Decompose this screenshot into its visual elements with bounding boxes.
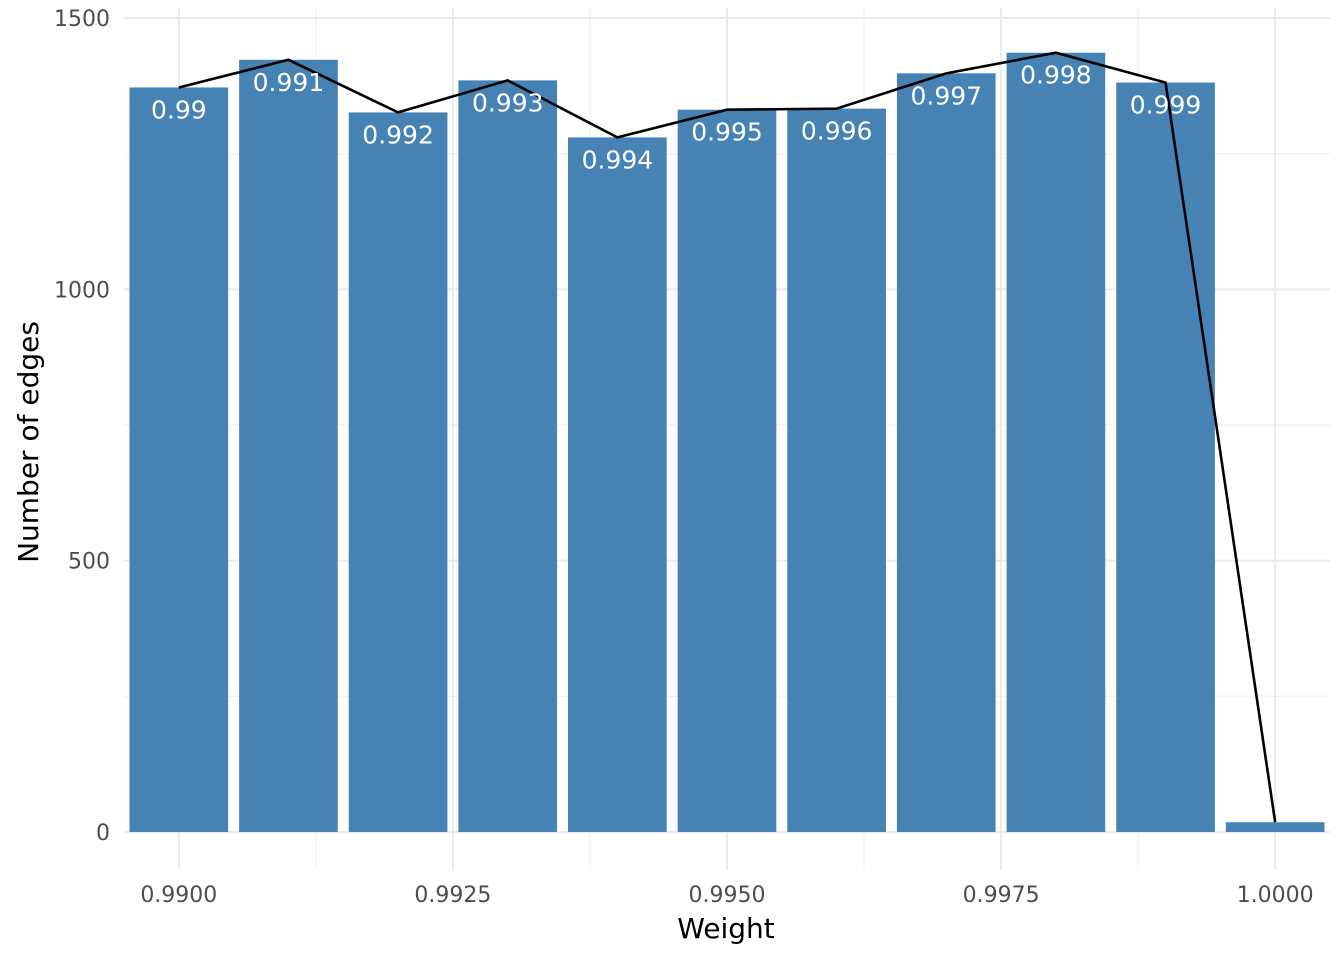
bar xyxy=(677,109,777,832)
bar-value-label: 0.995 xyxy=(691,118,763,147)
x-tick-label: 0.9900 xyxy=(140,883,217,908)
x-axis-title: Weight xyxy=(677,912,775,945)
trend-line xyxy=(178,51,1277,823)
y-tick-label: 1500 xyxy=(54,7,110,32)
bar-value-label: 0.99 xyxy=(151,95,207,124)
bar xyxy=(787,108,886,832)
bar xyxy=(1225,822,1325,832)
bar xyxy=(348,112,448,832)
y-tick-label: 500 xyxy=(68,550,110,575)
bar xyxy=(1116,82,1215,832)
bar xyxy=(896,73,996,833)
x-tick-label: 1.0000 xyxy=(1237,883,1314,908)
y-tick-label: 1000 xyxy=(54,278,110,303)
x-tick-label: 0.9950 xyxy=(689,883,766,908)
bar xyxy=(129,87,229,833)
bar-value-label: 0.992 xyxy=(362,120,434,149)
bar xyxy=(458,80,558,832)
y-tick-label: 0 xyxy=(96,821,110,846)
bar-value-label: 0.993 xyxy=(472,88,544,117)
y-axis-title: Number of edges xyxy=(12,321,45,563)
bar xyxy=(568,137,667,833)
x-tick-label: 0.9925 xyxy=(414,883,491,908)
bar xyxy=(1006,52,1106,833)
bar-value-label: 0.994 xyxy=(582,145,654,174)
trend-line-layer xyxy=(178,51,1277,823)
bar-value-label: 0.999 xyxy=(1130,91,1202,120)
bar xyxy=(239,59,338,832)
bar-value-label: 0.997 xyxy=(910,81,982,110)
tick-labels: 0 500 1000 1500 0.9900 0.9925 0.9950 0.9975 1.00… xyxy=(54,7,1314,908)
bar-value-label: 0.991 xyxy=(253,68,325,97)
bars xyxy=(129,52,1325,833)
x-tick-label: 0.9975 xyxy=(963,883,1040,908)
bar-labels: 0.99 0.991 0.992 0.993 0.994 0.995 0.996 0.997 0… xyxy=(151,61,1201,175)
bar-value-label: 0.996 xyxy=(801,117,873,146)
bar-value-label: 0.998 xyxy=(1020,61,1092,90)
